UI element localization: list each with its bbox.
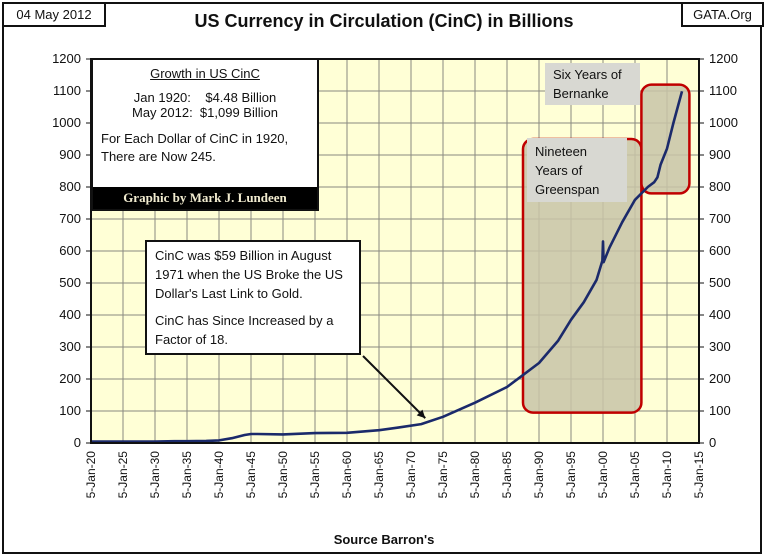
info-line-2012: May 2012: $1,099 Billion [132,105,278,120]
x-tick-label: 5-Jan-20 [84,451,98,499]
greenspan-label-line-2: Years of [535,163,583,178]
y-tick-label-right: 0 [709,435,716,450]
site-label: GATA.Org [681,2,764,27]
x-tick-label: 5-Jan-70 [404,451,418,499]
y-tick-label-right: 800 [709,179,731,194]
y-tick-label-right: 500 [709,275,731,290]
y-axis-right-ticks: 0 100 200 300 400 500 600 700 800 900 1000 1100 1200 [699,51,738,450]
x-tick-label: 5-Jan-10 [660,451,674,499]
x-tick-label: 5-Jan-40 [212,451,226,499]
y-tick-label-left: 800 [59,179,81,194]
x-tick-label: 5-Jan-15 [692,451,706,499]
x-tick-label: 5-Jan-35 [180,451,194,499]
y-tick-label-right: 700 [709,211,731,226]
info-ratio-text: For Each Dollar of CinC in 1920, There a… [93,130,317,166]
bernanke-label-line-2: Bernanke [553,86,609,101]
y-tick-label-left: 1200 [52,51,81,66]
chart-title: US Currency in Circulation (CinC) in Bil… [194,11,574,31]
y-tick-label-right: 1200 [709,51,738,66]
x-tick-label: 5-Jan-85 [500,451,514,499]
info-ratio-line-1: For Each Dollar of CinC in 1920, [101,131,289,146]
y-tick-label-right: 100 [709,403,731,418]
x-tick-label: 5-Jan-05 [628,451,642,499]
info-line-1920: Jan 1920: $4.48 Billion [133,90,277,105]
x-axis-ticks: 5-Jan-20 5-Jan-25 5-Jan-30 5-Jan-35 5-Jan-40… [84,451,706,499]
y-tick-label-right: 300 [709,339,731,354]
bernanke-label-line-1: Six Years of [553,67,622,82]
y-tick-label-left: 300 [59,339,81,354]
x-tick-label: 5-Jan-50 [276,451,290,499]
graphic-credit: Graphic by Mark J. Lundeen [93,187,317,209]
note-paragraph-2: CinC has Since Increased by a Factor of … [155,313,334,347]
x-tick-label: 5-Jan-90 [532,451,546,499]
y-tick-label-right: 900 [709,147,731,162]
arrow-shaft [362,355,426,419]
y-tick-label-right: 1100 [709,83,737,98]
note-paragraph-1: CinC was $59 Billion in August 1971 when… [155,248,343,301]
y-tick-label-left: 600 [59,243,81,258]
bernanke-region [640,83,691,195]
x-tick-label: 5-Jan-30 [148,451,162,499]
y-axis-left-ticks: 0 100 200 300 400 500 600 700 800 900 1000 1100 1200 [52,51,91,450]
y-tick-label-right: 200 [709,371,731,386]
y-tick-label-right: 600 [709,243,731,258]
x-tick-label: 5-Jan-55 [308,451,322,499]
x-tick-label: 5-Jan-95 [564,451,578,499]
y-tick-label-left: 700 [59,211,81,226]
x-tick-label: 5-Jan-65 [372,451,386,499]
growth-info-box: Growth in US CinC Jan 1920: $4.48 Billio… [91,58,319,211]
greenspan-label-line-1: Nineteen [535,144,588,159]
y-tick-label-left: 100 [59,403,81,418]
bernanke-label: Six Years of Bernanke [545,63,640,105]
info-ratio-line-2: There are Now 245. [101,149,216,164]
series-line-cinc [90,90,684,443]
y-tick-label-left: 900 [59,147,81,162]
x-tick-label: 5-Jan-25 [116,451,130,499]
y-tick-label-left: 500 [59,275,81,290]
y-tick-label-left: 1100 [53,83,81,98]
arrow-head [416,409,426,419]
y-tick-label-right: 400 [709,307,731,322]
y-tick-label-left: 400 [59,307,81,322]
annotation-arrow [362,355,426,419]
y-tick-label-left: 1000 [52,115,81,130]
x-tick-label: 5-Jan-75 [436,451,450,499]
greenspan-label: Nineteen Years of Greenspan [527,138,627,202]
x-tick-label: 5-Jan-00 [596,451,610,499]
greenspan-label-line-3: Greenspan [535,182,600,197]
x-tick-label: 5-Jan-60 [340,451,354,499]
y-tick-label-right: 1000 [709,115,738,130]
gold-link-note: CinC was $59 Billion in August 1971 when… [145,240,361,355]
x-axis-label: Source Barron's [333,532,435,547]
x-tick-label: 5-Jan-45 [244,451,258,499]
date-label: 04 May 2012 [2,2,106,27]
info-heading: Growth in US CinC [150,66,260,81]
x-tick-label: 5-Jan-80 [468,451,482,499]
y-tick-label-left: 200 [59,371,81,386]
y-tick-label-left: 0 [74,435,81,450]
